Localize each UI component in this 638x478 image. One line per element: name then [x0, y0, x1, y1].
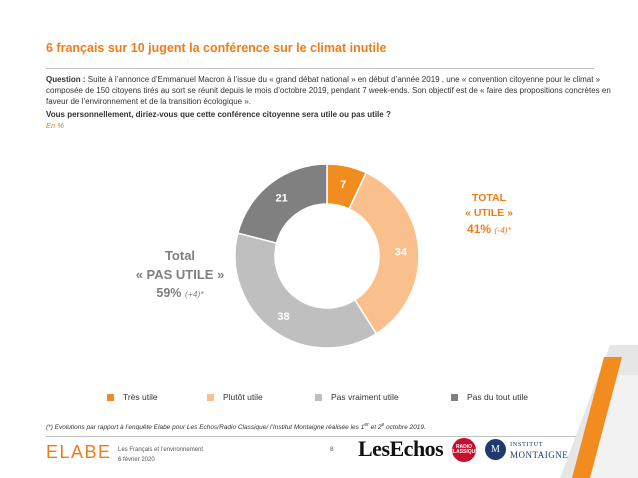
donut-slice-2 — [348, 171, 420, 335]
chart-legend: Très utile Plutôt utile Pas vraiment utile… — [107, 392, 587, 406]
total-pas-utile-line2: « PAS UTILE » — [135, 267, 225, 282]
footer-date: 6 février 2020 — [118, 457, 155, 463]
donut-label-2: 34 — [395, 246, 408, 258]
legend-swatch-3 — [315, 393, 322, 401]
elabe-decor-shape — [560, 345, 638, 478]
total-pas-utile-evolution: (+4)* — [184, 289, 204, 299]
page-number: 8 — [330, 446, 334, 453]
total-pas-utile-value-row: 59% (+4)* — [110, 284, 250, 304]
institut-montaigne-badge: M — [485, 439, 506, 460]
question-main: Vous personnellement, diriez-vous que ce… — [46, 110, 391, 119]
footnote-sup-2: e — [381, 422, 385, 428]
donut-label-3: 38 — [277, 311, 289, 323]
total-pas-utile-line1: Total — [164, 248, 196, 263]
question-block: Question : Suite à l’annonce d’Emmanuel … — [46, 74, 614, 108]
legend-item-3: Pas vraiment utile — [315, 392, 399, 402]
question-label: Question : — [46, 75, 86, 84]
legend-label-4: Pas du tout utile — [467, 392, 528, 402]
legend-swatch-4 — [451, 393, 458, 401]
total-utile: TOTAL « UTILE » 41% (-4)* — [434, 191, 544, 239]
footer-study-title: Les Français et l’environnement — [118, 447, 204, 453]
donut-label-4: 21 — [276, 193, 288, 205]
legend-swatch-1 — [107, 393, 114, 401]
total-pas-utile-value: 59% — [156, 286, 182, 300]
total-utile-value-row: 41% (-4)* — [434, 221, 544, 239]
legend-item-4: Pas du tout utile — [451, 392, 528, 402]
institut-montaigne-logo: INSTITUT MONTAIGNE — [510, 440, 568, 460]
page-title: 6 français sur 10 jugent la conférence s… — [46, 41, 387, 55]
footnote-text-1: (*) Evolutions par rapport à l’enquête E… — [46, 424, 365, 432]
unit-label: En % — [46, 121, 64, 130]
footnote-sup-1: er — [364, 422, 369, 428]
legend-swatch-2 — [207, 393, 214, 401]
footer-divider — [46, 436, 606, 437]
donut-slice-4 — [236, 163, 328, 244]
radio-classique-logo: RADIO CLASSIQUE — [449, 438, 479, 462]
legend-item-1: Très utile — [107, 392, 158, 402]
donut-label-1: 7 — [340, 179, 346, 191]
institut-montaigne-line2: MONTAIGNE — [510, 450, 569, 460]
total-utile-value: 41% — [467, 222, 492, 236]
total-utile-evolution: (-4)* — [494, 225, 511, 235]
question-text: Suite à l’annonce d’Emmanuel Macron à l’… — [46, 75, 611, 107]
total-utile-line2: « UTILE » — [465, 207, 513, 219]
institut-montaigne-line1: INSTITUT — [510, 441, 544, 448]
legend-item-2: Plutôt utile — [207, 392, 263, 402]
total-pas-utile: Total « PAS UTILE » 59% (+4)* — [110, 246, 250, 304]
footnote: (*) Evolutions par rapport à l’enquête E… — [46, 422, 426, 431]
footnote-text-2: et 2 — [368, 424, 382, 432]
legend-label-1: Très utile — [123, 392, 158, 402]
legend-label-2: Plutôt utile — [223, 392, 263, 402]
les-echos-logo: LesEchos — [358, 436, 444, 461]
donut-slice-3 — [234, 232, 378, 349]
title-divider — [46, 68, 594, 69]
legend-label-3: Pas vraiment utile — [331, 392, 399, 402]
footnote-text-3: octobre 2019. — [384, 424, 426, 432]
footer-info: Les Français et l’environnement 6 févrie… — [118, 445, 203, 465]
elabe-logo: ELABE — [46, 442, 112, 462]
total-utile-line1: TOTAL — [471, 192, 507, 204]
